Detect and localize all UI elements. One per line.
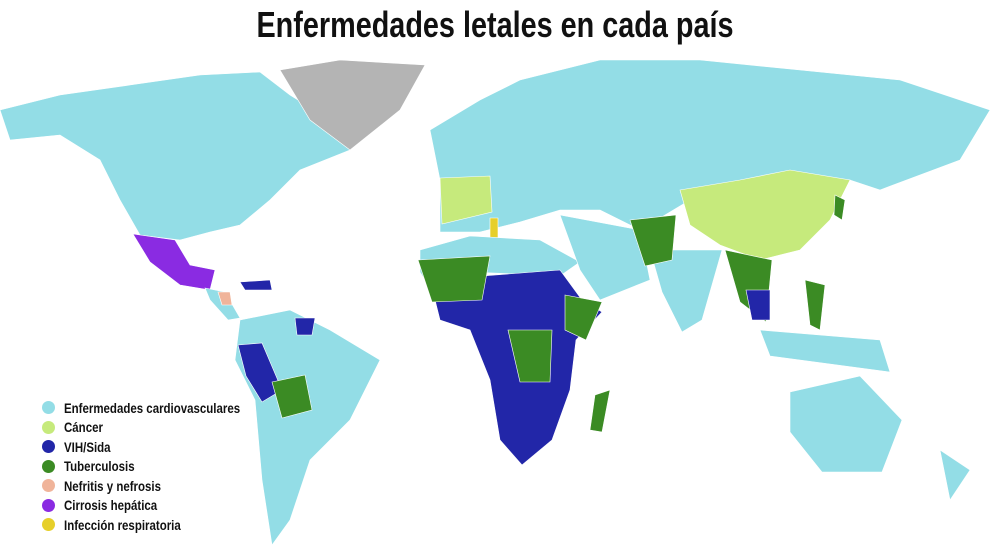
- region-north-america: [0, 71, 351, 241]
- region-india: [649, 249, 723, 333]
- legend-swatch: [42, 518, 55, 532]
- region-mexico: [132, 233, 216, 291]
- region-madagascar: [589, 389, 611, 433]
- legend-swatch: [42, 401, 55, 415]
- region-korea: [833, 194, 846, 221]
- region-congo: [507, 329, 553, 383]
- region-australia: [789, 375, 903, 473]
- legend-item: Cáncer: [42, 418, 279, 438]
- region-caribbean: [239, 279, 273, 291]
- region-middle-east: [559, 214, 651, 301]
- region-tunisia: [489, 217, 499, 241]
- legend-item: Cirrosis hepática: [42, 496, 279, 516]
- region-ethiopia: [564, 294, 603, 341]
- region-philippines: [804, 279, 826, 331]
- legend-label: Cirrosis hepática: [64, 497, 158, 514]
- legend-swatch: [42, 459, 55, 473]
- region-thailand-cambodia: [745, 289, 771, 321]
- legend-label: Tuberculosis: [64, 458, 135, 475]
- region-pakistan-afghanistan: [629, 214, 677, 267]
- legend: Enfermedades cardiovasculares Cáncer VIH…: [42, 398, 279, 535]
- region-eurasia: [429, 59, 990, 233]
- legend-label: Enfermedades cardiovasculares: [64, 399, 241, 416]
- legend-item: Nefritis y nefrosis: [42, 476, 279, 496]
- legend-label: Nefritis y nefrosis: [64, 477, 161, 494]
- legend-item: VIH/Sida: [42, 437, 279, 457]
- legend-swatch: [42, 440, 55, 454]
- legend-item: Infección respiratoria: [42, 515, 279, 535]
- region-guianas: [294, 317, 316, 336]
- legend-label: Infección respiratoria: [64, 516, 181, 533]
- legend-swatch: [42, 479, 55, 493]
- region-china: [679, 169, 851, 261]
- legend-swatch: [42, 498, 55, 512]
- region-peru: [237, 342, 283, 403]
- legend-label: VIH/Sida: [64, 438, 111, 455]
- region-france-spain: [439, 175, 493, 225]
- legend-item: Enfermedades cardiovasculares: [42, 398, 279, 418]
- region-honduras: [217, 291, 233, 306]
- region-indonesia: [759, 329, 891, 373]
- map-title: Enfermedades letales en cada país: [256, 4, 734, 45]
- region-west-africa: [417, 255, 491, 303]
- legend-item: Tuberculosis: [42, 457, 279, 477]
- region-new-zealand: [939, 449, 971, 501]
- legend-label: Cáncer: [64, 419, 103, 436]
- region-bolivia: [271, 374, 313, 419]
- legend-swatch: [42, 420, 55, 434]
- region-greenland: [279, 59, 426, 151]
